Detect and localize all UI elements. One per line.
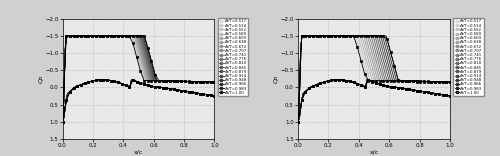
- Legend: Δt/T=0.517, Δt/T=0.534, Δt/T=0.552, Δt/T=0.569, Δt/T=0.603, Δt/T=0.638, Δt/T=0.6: Δt/T=0.517, Δt/T=0.534, Δt/T=0.552, Δt/T…: [218, 18, 248, 96]
- Legend: Δt/T=0.517, Δt/T=0.534, Δt/T=0.552, Δt/T=0.569, Δt/T=0.603, Δt/T=0.638, Δt/T=0.6: Δt/T=0.517, Δt/T=0.534, Δt/T=0.552, Δt/T…: [454, 18, 484, 96]
- X-axis label: x/c: x/c: [370, 149, 378, 154]
- Y-axis label: Cp: Cp: [38, 75, 44, 83]
- X-axis label: x/c: x/c: [134, 149, 143, 154]
- Y-axis label: Cp: Cp: [274, 75, 279, 83]
